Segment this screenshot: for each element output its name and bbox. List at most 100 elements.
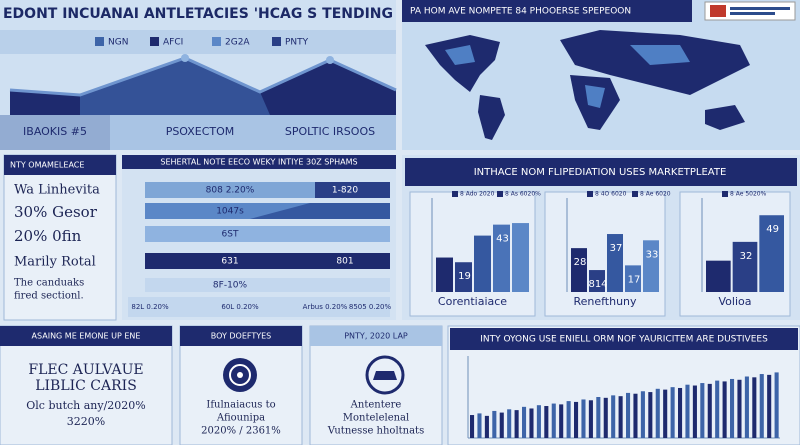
info-line: Ifulnaiacus to <box>206 400 275 411</box>
australia <box>705 105 745 130</box>
mini-chart-tag-swatch <box>632 191 638 197</box>
trend-bar <box>692 385 697 438</box>
hbar <box>145 278 390 292</box>
trend-bar <box>648 392 653 438</box>
car-icon <box>373 371 397 380</box>
trend-bar <box>670 387 675 438</box>
trend-bar <box>700 383 705 438</box>
trend-bar <box>477 413 482 438</box>
mini-bar-label: 28 <box>574 257 587 268</box>
info-title: ASAING ME EMONE UP ENE <box>32 332 141 341</box>
info-title: PNTY, 2020 LAP <box>344 332 408 341</box>
car-icon-ring <box>365 355 405 395</box>
legend-swatch <box>272 37 281 46</box>
trend-bar <box>507 409 512 438</box>
trend-bar <box>663 389 668 438</box>
map-highlight <box>445 45 475 65</box>
mini-bar-label: 33 <box>646 249 659 260</box>
mini-chart-tag-swatch <box>587 191 593 197</box>
mini-bar <box>474 235 491 292</box>
bars-header <box>122 155 396 169</box>
trend-bar <box>529 408 534 438</box>
map-highlights <box>445 45 690 108</box>
mini-chart-name: Renefthuny <box>573 295 637 308</box>
area-dot <box>326 56 334 64</box>
hbar-label: 1-820 <box>332 186 358 196</box>
hbar-label: 801 <box>336 257 353 267</box>
trend-bar <box>618 396 623 438</box>
flag-icon <box>710 5 726 17</box>
mini-bar-label: 814 <box>588 279 607 290</box>
hbar-label: 8F-10% <box>213 281 248 291</box>
legend-swatch <box>95 37 104 46</box>
stats-title: NTY OMAMELEACE <box>10 161 84 170</box>
legend-label: 2G2A <box>225 38 250 48</box>
hbar-label: 631 <box>221 257 238 267</box>
stats-line: 30% Gesor <box>14 203 98 221</box>
mini-chart-name: Volioa <box>719 295 752 308</box>
target-icon-ring <box>229 364 251 386</box>
flag-text <box>730 7 790 10</box>
mini-bar <box>732 241 758 292</box>
trend-bar <box>685 384 690 438</box>
mini-bar <box>455 262 472 292</box>
legend-label: AFCI <box>163 38 183 48</box>
mini-bar <box>607 234 623 292</box>
trend-bar <box>655 388 660 438</box>
mini-bar <box>571 248 587 292</box>
area-label: IBAOKIS #5 <box>23 125 87 138</box>
trend-bar <box>544 406 549 438</box>
trend-bar <box>574 401 579 438</box>
trend-bar <box>774 372 779 438</box>
bars-foot <box>128 297 390 317</box>
stats-line: Marily Rotal <box>14 255 96 270</box>
area-dot <box>181 54 189 62</box>
mini-bar <box>759 215 784 292</box>
mini-bar <box>589 270 605 292</box>
flag-box <box>704 1 796 21</box>
mini-bar-label: 37 <box>610 243 623 254</box>
stats-line: The canduaks <box>14 278 84 289</box>
trend-bar <box>470 415 475 438</box>
mini-bar <box>493 224 510 292</box>
info-title: BOY DOEFTYES <box>211 332 272 341</box>
mini-chart-tag-swatch <box>497 191 503 197</box>
trend-bar <box>603 397 608 438</box>
bars-title: SEHERTAL NOTE EECO WEKY INTIYE 30Z SPHAM… <box>160 158 357 167</box>
legend-swatch <box>212 37 221 46</box>
bars-foot-label: 8505 0.20% <box>349 303 392 311</box>
stats-header <box>4 155 116 175</box>
trend-bar <box>566 401 571 438</box>
mini-bar <box>643 240 659 292</box>
legend-band <box>0 30 396 54</box>
stats-line: fired sectionl. <box>14 291 84 302</box>
bars-foot-label: 60L 0.20% <box>221 303 259 311</box>
info-line: Montelelenal <box>343 413 409 424</box>
trend-bar <box>596 397 601 438</box>
mini-chart-tag: 8 4O 6020 <box>595 191 627 198</box>
trend-bar <box>581 399 586 438</box>
trend-bar <box>536 405 541 438</box>
info-line: FLEC AULVAUE <box>28 362 143 378</box>
hbar <box>145 253 390 269</box>
trend-bar <box>633 393 638 438</box>
trend-bar <box>551 403 556 438</box>
hbar-segment <box>315 182 390 198</box>
area-foot-dark <box>0 115 110 150</box>
mini-bar-label: 17 <box>628 274 641 285</box>
trend-chart-title: INTY OYONG USE ENIELL ORM NOF YAURICITEM… <box>480 335 768 345</box>
trend-bar <box>626 392 631 438</box>
stats-panel <box>3 154 117 321</box>
flag-text <box>730 12 775 15</box>
mini-chart-tag: 8 Ae 6020 <box>640 191 671 198</box>
south-america <box>478 95 505 140</box>
trend-bar <box>722 381 727 438</box>
info-line: LIBLIC CARIS <box>35 378 137 394</box>
info-header <box>310 326 442 346</box>
mini-chart-name: Corentiaiace <box>438 295 507 308</box>
info-header <box>180 326 302 346</box>
area-line <box>9 56 397 97</box>
trend-bar <box>767 374 772 438</box>
legend-swatch <box>150 37 159 46</box>
